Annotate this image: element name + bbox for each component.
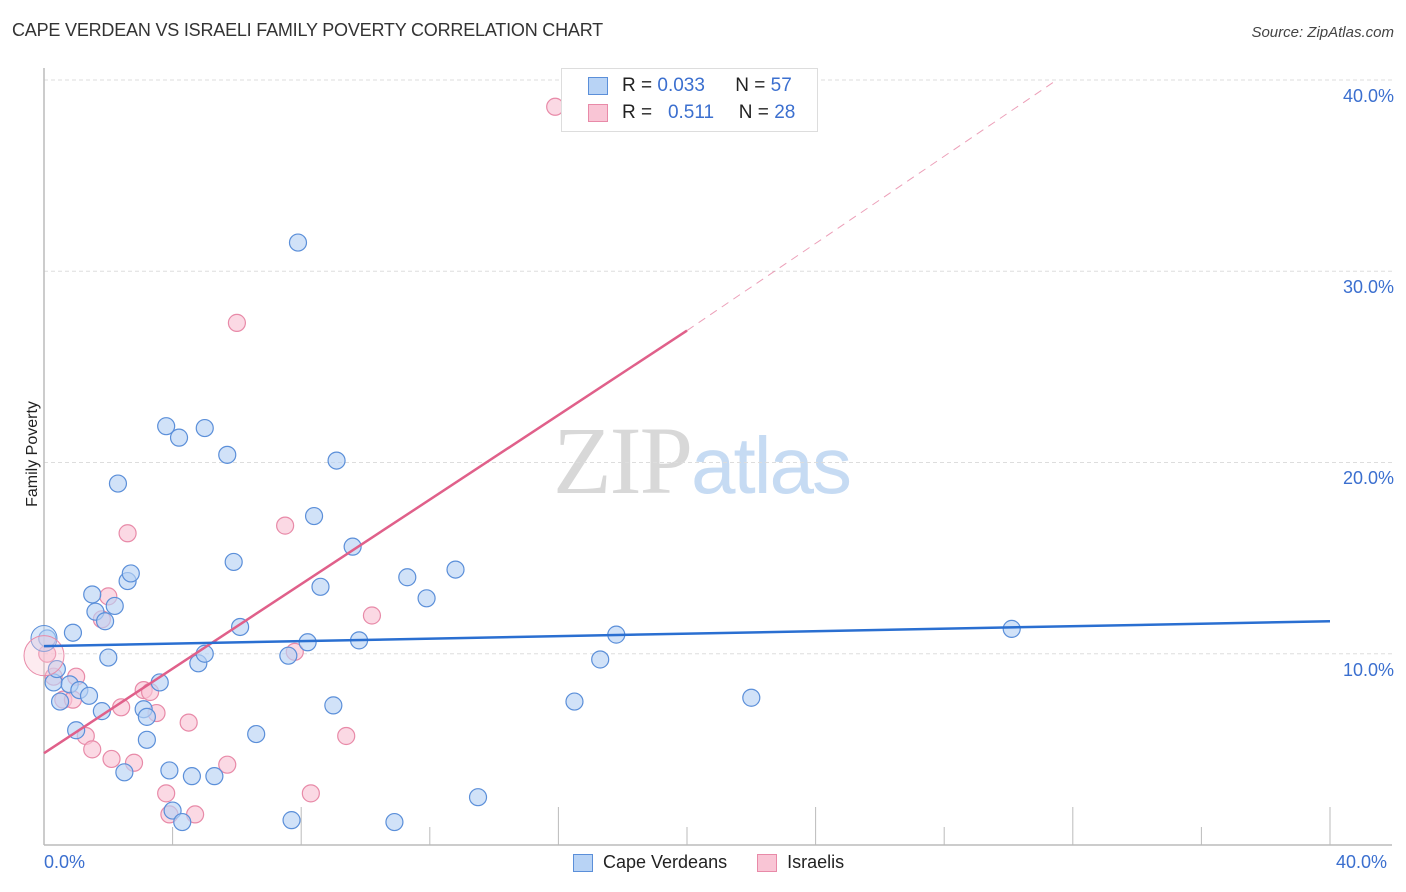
cape-verdean-point	[169, 428, 189, 447]
n-label: N =	[738, 102, 769, 123]
cape-verdean-point	[92, 702, 111, 721]
pink-swatch-icon	[588, 104, 608, 122]
cape-verdean-point	[205, 767, 224, 786]
cape-verdean-point	[311, 577, 330, 596]
israeli-point	[227, 313, 246, 332]
source-label: Source: ZipAtlas.com	[1251, 24, 1394, 41]
cape-verdean-point	[282, 811, 301, 830]
cape-verdean-point	[224, 552, 243, 572]
r-value: 0.033	[657, 75, 705, 96]
israeli-point	[179, 713, 198, 732]
n-value: 28	[774, 102, 796, 123]
x-tick-0: 0.0%	[44, 852, 86, 872]
watermark-atlas: atlas	[691, 421, 852, 510]
cape-verdean-point	[327, 451, 346, 470]
israeli-point	[157, 784, 176, 803]
n-label: N =	[735, 75, 766, 96]
israeli-point	[118, 524, 137, 543]
israeli-point	[301, 784, 320, 803]
cape-verdean-point	[398, 568, 417, 587]
cape-verdean-point	[79, 686, 99, 705]
cape-verdean-point	[279, 646, 298, 665]
cape-verdean-point	[173, 812, 192, 832]
legend-label: Israelis	[787, 852, 845, 872]
cape-verdean-point	[417, 589, 436, 608]
cape-verdean-point	[121, 564, 140, 583]
cape-verdean-point	[304, 506, 324, 526]
blue-swatch-icon	[573, 853, 593, 872]
cape-verdean-point	[137, 730, 156, 749]
israeli-point	[23, 635, 65, 677]
cape-verdean-point	[218, 445, 237, 464]
cape-verdean-point	[137, 707, 156, 726]
cape-verdean-point	[1002, 619, 1021, 638]
cape-verdean-point	[591, 650, 610, 669]
cape-verdean-point	[108, 474, 128, 493]
cape-verdean-point	[50, 692, 70, 711]
r-label: R =	[622, 102, 653, 123]
cape-verdean-point	[247, 724, 266, 744]
y-tick-20: 20.0%	[1342, 468, 1394, 488]
israeli-point	[218, 755, 237, 774]
blue-swatch-icon	[588, 77, 608, 95]
cape-verdean-point	[160, 761, 179, 780]
israeli-trend-line	[43, 329, 688, 755]
cape-verdean-point	[468, 788, 488, 807]
israeli-point	[362, 606, 382, 625]
cape-verdean-point	[385, 812, 404, 832]
r-label: R =	[622, 75, 653, 96]
watermark-zip: ZIP	[553, 407, 693, 514]
cape-verdean-point	[343, 537, 362, 556]
cape-verdean-point	[157, 417, 176, 436]
israeli-point	[276, 516, 295, 535]
y-tick-10: 10.0%	[1342, 660, 1394, 680]
x-tick-40: 40.0%	[1336, 852, 1388, 872]
watermark: ZIPatlas	[553, 405, 852, 516]
correlation-legend: R = 0.033 N = 57 R = 0.511 N = 28	[561, 68, 818, 132]
cape-verdean-point	[99, 648, 118, 667]
legend-row-israelis: R = 0.511 N = 28	[588, 101, 795, 125]
cape-verdean-point	[446, 560, 465, 579]
cape-verdean-point	[63, 623, 83, 642]
legend-row-cape-verdeans: R = 0.033 N = 57	[588, 74, 792, 98]
israeli-point	[83, 740, 102, 759]
cape-verdean-point	[324, 696, 343, 715]
cape-verdean-point	[95, 612, 115, 631]
israeli-point	[102, 749, 121, 769]
israeli-point	[337, 726, 356, 746]
cape-verdean-point	[288, 233, 308, 252]
cape-verdean-trend-line	[43, 619, 1331, 648]
pink-swatch-icon	[757, 853, 778, 872]
cape-verdean-point	[105, 596, 124, 616]
legend-item-cape-verdeans[interactable]: Cape Verdeans	[573, 852, 727, 873]
israeli-trend-extension	[686, 79, 1058, 331]
cape-verdean-point	[565, 692, 584, 711]
n-value: 57	[770, 75, 792, 96]
cape-verdean-point	[742, 688, 761, 707]
y-axis-label: Family Poverty	[24, 401, 41, 507]
series-legend: Cape Verdeans Israelis	[573, 852, 874, 873]
y-tick-40: 40.0%	[1342, 86, 1394, 106]
cape-verdean-point	[195, 418, 214, 438]
cape-verdean-point	[115, 763, 134, 782]
cape-verdean-point	[182, 767, 201, 786]
r-value: 0.511	[667, 102, 715, 123]
legend-label: Cape Verdeans	[603, 852, 728, 872]
cape-verdean-point	[83, 585, 102, 604]
y-tick-30: 30.0%	[1342, 277, 1394, 297]
chart-title: CAPE VERDEAN VS ISRAELI FAMILY POVERTY C…	[12, 20, 603, 40]
legend-item-israelis[interactable]: Israelis	[757, 852, 844, 873]
